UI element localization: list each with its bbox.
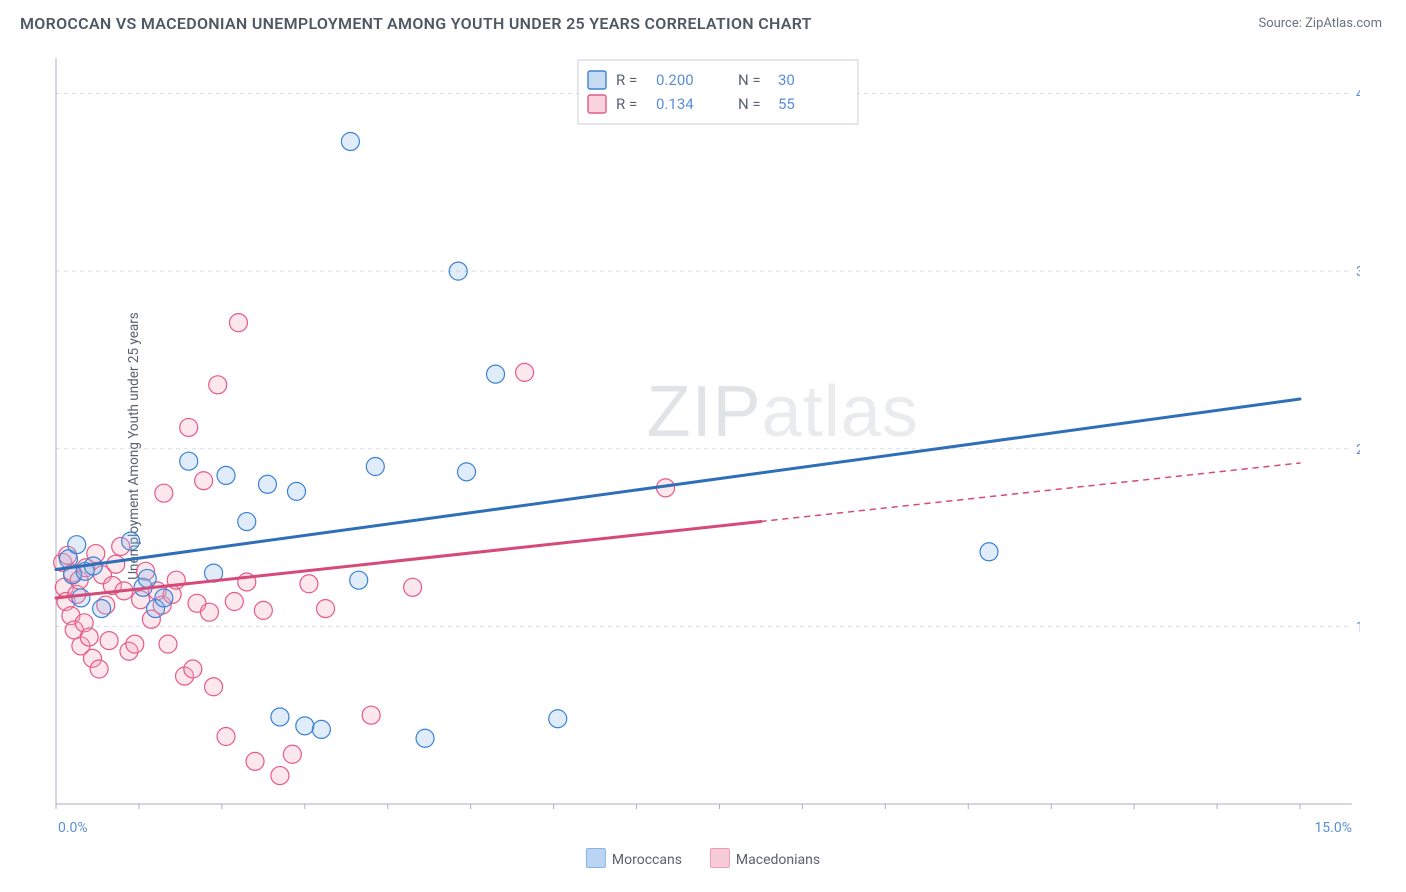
data-point-macedonians bbox=[107, 555, 125, 573]
data-point-moroccans bbox=[487, 365, 505, 383]
series-legend: Moroccans Macedonians bbox=[586, 848, 820, 868]
legend-r-value-macedonians: 0.134 bbox=[656, 95, 694, 113]
data-point-macedonians bbox=[159, 635, 177, 653]
data-point-macedonians bbox=[404, 578, 422, 596]
data-point-moroccans bbox=[271, 708, 289, 726]
legend-n-label: N = bbox=[738, 71, 761, 89]
data-point-moroccans bbox=[341, 132, 359, 150]
data-point-macedonians bbox=[254, 601, 272, 619]
plot-area: 10.0% 20.0% 30.0% 40.0% 0.0% 15.0% R = 0.200 N =… bbox=[48, 52, 1360, 834]
data-point-macedonians bbox=[229, 314, 247, 332]
x-tick-label: 0.0% bbox=[58, 820, 88, 834]
legend-label-moroccans: Moroccans bbox=[612, 852, 682, 868]
data-point-macedonians bbox=[195, 472, 213, 490]
regression-line-moroccans bbox=[56, 399, 1300, 570]
data-point-macedonians bbox=[90, 660, 108, 678]
data-point-moroccans bbox=[72, 589, 90, 607]
y-tick-label: 40.0% bbox=[1356, 87, 1360, 103]
data-point-moroccans bbox=[138, 569, 156, 587]
legend-swatch-moroccans bbox=[588, 71, 606, 89]
data-point-moroccans bbox=[258, 475, 276, 493]
data-point-macedonians bbox=[271, 767, 289, 785]
legend-n-value-moroccans: 30 bbox=[778, 71, 795, 89]
data-point-macedonians bbox=[100, 632, 118, 650]
y-tick-label: 10.0% bbox=[1356, 619, 1360, 635]
scatter-chart: 10.0% 20.0% 30.0% 40.0% 0.0% 15.0% R = 0.200 N =… bbox=[48, 52, 1360, 834]
data-point-moroccans bbox=[449, 262, 467, 280]
data-point-moroccans bbox=[312, 720, 330, 738]
data-point-moroccans bbox=[980, 543, 998, 561]
data-point-macedonians bbox=[205, 678, 223, 696]
source-attribution: Source: ZipAtlas.com bbox=[1258, 16, 1382, 31]
legend-r-value-moroccans: 0.200 bbox=[656, 71, 694, 89]
y-tick-label: 30.0% bbox=[1356, 264, 1360, 280]
legend-swatch-macedonians bbox=[588, 95, 606, 113]
data-point-moroccans bbox=[180, 452, 198, 470]
regression-line-ext-macedonians bbox=[761, 463, 1300, 521]
legend-swatch-bottom-macedonians bbox=[710, 848, 730, 868]
chart-title: MOROCCAN VS MACEDONIAN UNEMPLOYMENT AMON… bbox=[20, 14, 812, 33]
data-point-macedonians bbox=[209, 376, 227, 394]
data-point-moroccans bbox=[93, 600, 111, 618]
legend-n-value-macedonians: 55 bbox=[778, 95, 795, 113]
data-point-macedonians bbox=[246, 752, 264, 770]
correlation-legend bbox=[578, 60, 858, 124]
data-point-moroccans bbox=[217, 466, 235, 484]
data-point-moroccans bbox=[122, 532, 140, 550]
data-point-macedonians bbox=[283, 745, 301, 763]
legend-n-label: N = bbox=[738, 95, 761, 113]
data-point-macedonians bbox=[217, 728, 235, 746]
data-point-moroccans bbox=[288, 482, 306, 500]
data-point-macedonians bbox=[225, 593, 243, 611]
legend-r-label: R = bbox=[616, 95, 637, 113]
data-point-moroccans bbox=[350, 571, 368, 589]
data-point-moroccans bbox=[366, 458, 384, 476]
data-point-macedonians bbox=[516, 363, 534, 381]
data-point-macedonians bbox=[317, 600, 335, 618]
data-point-macedonians bbox=[155, 484, 173, 502]
data-point-moroccans bbox=[155, 589, 173, 607]
legend-label-macedonians: Macedonians bbox=[736, 852, 820, 868]
data-point-moroccans bbox=[68, 536, 86, 554]
source-link[interactable]: ZipAtlas.com bbox=[1305, 16, 1382, 31]
legend-swatch-bottom-moroccans bbox=[586, 848, 606, 868]
data-point-macedonians bbox=[80, 628, 98, 646]
data-point-macedonians bbox=[126, 635, 144, 653]
data-point-macedonians bbox=[362, 706, 380, 724]
data-point-moroccans bbox=[549, 710, 567, 728]
data-point-moroccans bbox=[416, 729, 434, 747]
legend-r-label: R = bbox=[616, 71, 637, 89]
data-point-macedonians bbox=[184, 660, 202, 678]
data-point-moroccans bbox=[296, 717, 314, 735]
data-point-moroccans bbox=[458, 463, 476, 481]
legend-item-moroccans: Moroccans bbox=[586, 848, 682, 868]
data-point-moroccans bbox=[238, 513, 256, 531]
legend-item-macedonians: Macedonians bbox=[710, 848, 820, 868]
x-tick-label: 15.0% bbox=[1314, 820, 1352, 834]
source-prefix: Source: bbox=[1258, 16, 1305, 31]
data-point-macedonians bbox=[180, 418, 198, 436]
data-point-macedonians bbox=[300, 575, 318, 593]
y-tick-label: 20.0% bbox=[1356, 442, 1360, 458]
data-point-macedonians bbox=[200, 603, 218, 621]
